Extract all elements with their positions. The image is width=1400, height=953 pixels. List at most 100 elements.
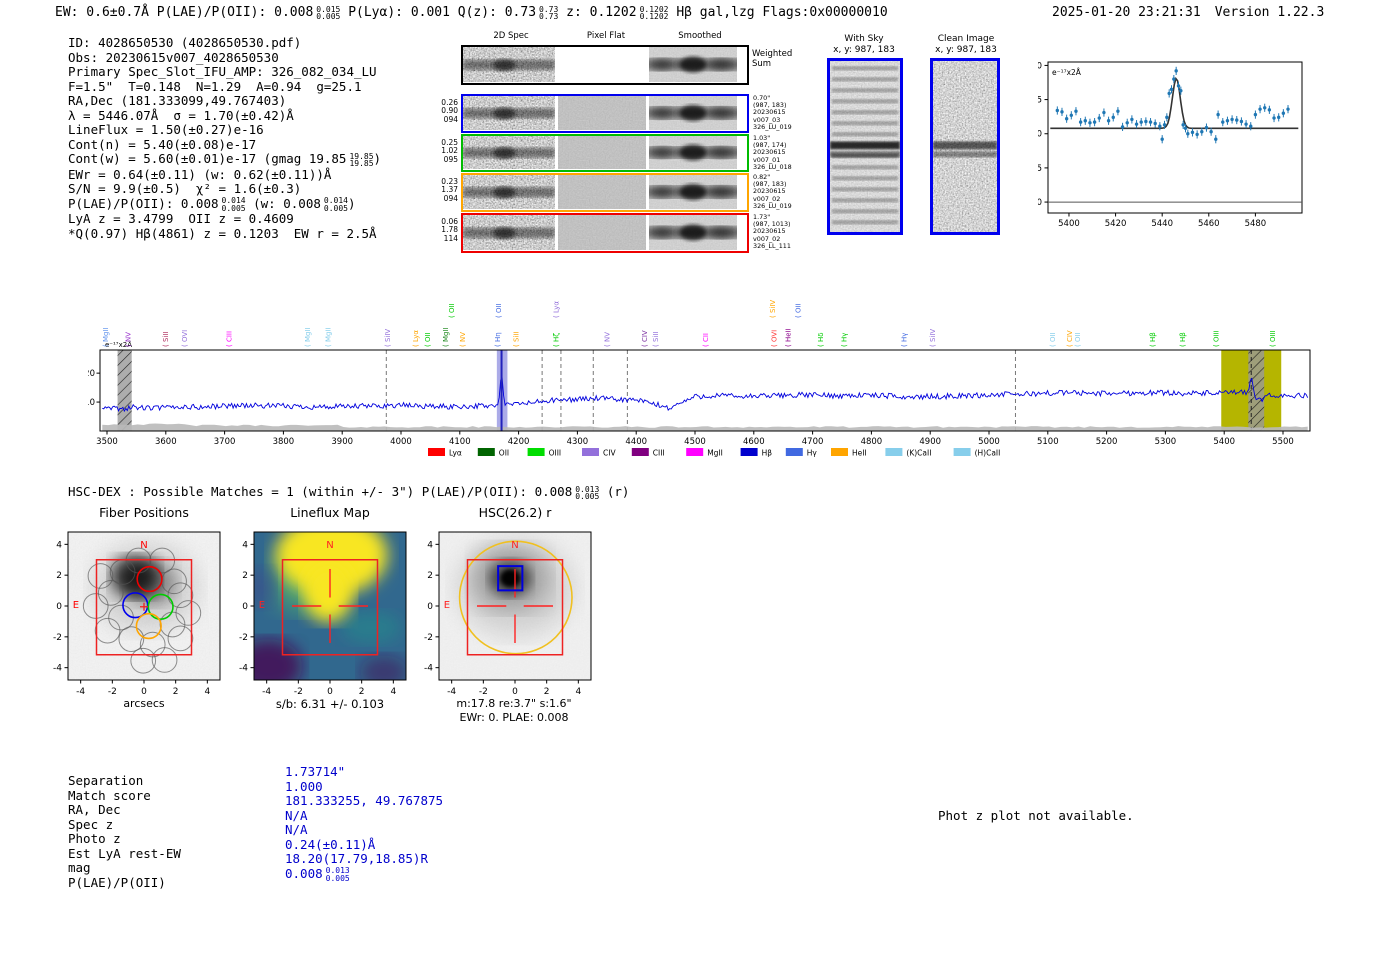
stacked-uncertainty: 0.1202 0.1202 — [639, 4, 669, 21]
svg-text:-4: -4 — [447, 687, 456, 697]
svg-text:-2: -2 — [239, 633, 248, 643]
noise-image-spec — [463, 96, 555, 130]
emission-line-label: ( Hγ — [841, 333, 849, 347]
svg-text:5000: 5000 — [978, 437, 1000, 447]
legend-label: HeII — [852, 449, 867, 458]
full-spectrum-plot: 3500 3600 3700 3800 3900 4000 4100 4200 4300 4400… — [84, 266, 1338, 470]
emission-line-label: ( NV — [459, 332, 467, 347]
emission-line-label: ( CIII — [226, 331, 234, 347]
svg-text:E: E — [73, 600, 79, 611]
noise-image-flat — [558, 215, 646, 250]
emission-line-label: ( OII — [495, 303, 503, 318]
cutout-cell — [463, 215, 555, 250]
legend-label: OII — [499, 449, 509, 458]
svg-text:4: 4 — [575, 687, 581, 697]
emission-line-label: ( OVI — [181, 330, 189, 347]
legend-swatch — [428, 448, 445, 456]
lineflux-map-panel: N E -4 -4 -2 -2 0 0 2 2 4 4 — [214, 522, 439, 704]
legend-swatch — [831, 448, 848, 456]
emission-line-label: ( SiIV — [769, 300, 777, 318]
stacked-uncertainty: 0.014 0.005 — [323, 196, 348, 213]
legend-label: (K)CaII — [906, 449, 931, 458]
cutout-left-labels: 0.23 1.37 094 — [441, 177, 458, 203]
svg-text:4: 4 — [390, 687, 396, 697]
match-row-value: N/A — [285, 807, 308, 823]
emission-line-label: ( NV — [125, 332, 133, 347]
info-line: LyA z = 3.4799 OII z = 0.4609 — [68, 211, 294, 227]
legend-label: CIV — [603, 449, 616, 458]
svg-text:10: 10 — [1038, 130, 1042, 140]
svg-text:3600: 3600 — [155, 437, 177, 447]
svg-text:5460: 5460 — [1198, 219, 1220, 229]
cutout-cell — [463, 47, 555, 82]
emission-line-label: ( OII — [448, 303, 456, 318]
svg-text:15: 15 — [1038, 96, 1042, 106]
stacked-uncertainty: 0.73 0.73 — [539, 4, 559, 21]
match-row-label: Spec z — [68, 816, 114, 832]
emission-line-label: ( MgII — [304, 327, 312, 347]
svg-text:-4: -4 — [53, 664, 62, 674]
svg-text:4: 4 — [427, 540, 433, 550]
detection-info-block: ID: 4028650530 (4028650530.pdf) Obs: 2023… — [68, 35, 381, 242]
emission-line-label: ( MgII — [102, 327, 110, 347]
cutout-left-labels: 0.26 0.90 094 — [441, 98, 458, 124]
svg-text:3500: 3500 — [96, 437, 118, 447]
stacked-uncertainty: 0.013 0.005 — [575, 484, 600, 501]
cutout-right-annotations: 1.03" (987, 174) 20230615 v007_01 326_LU_018 — [753, 134, 792, 171]
stacked-uncertainty: 0.015 0.005 — [316, 4, 341, 21]
col-header-2dspec: 2D Spec — [493, 31, 529, 41]
stacked-uncertainty: 0.013 0.005 — [325, 866, 350, 883]
full-spectrum-svg: 3500 3600 3700 3800 3900 4000 4100 4200 4300 4400… — [84, 300, 1311, 458]
cutout-cell — [558, 215, 646, 250]
legend-label: Hβ — [762, 449, 773, 458]
noise-image-smooth — [649, 136, 737, 169]
noise-image-flat — [558, 136, 646, 169]
svg-text:0: 0 — [427, 602, 433, 612]
emission-line-label: ( SiII — [513, 332, 521, 347]
legend-label: MgII — [707, 449, 723, 458]
cutout-cell — [649, 175, 737, 209]
svg-text:5: 5 — [1038, 164, 1042, 174]
svg-text:0: 0 — [1038, 198, 1042, 208]
svg-text:5300: 5300 — [1155, 437, 1177, 447]
header-timestamp-version: 2025-01-20 23:21:31 Version 1.22.3 — [1052, 5, 1324, 20]
svg-text:2: 2 — [242, 571, 248, 581]
svg-text:3900: 3900 — [331, 437, 353, 447]
cutout-cell — [558, 175, 646, 209]
svg-text:4: 4 — [56, 540, 62, 550]
withsky-svg — [827, 58, 903, 235]
lineflux-caption: s/b: 6.31 +/- 0.103 — [275, 697, 385, 711]
weighted-sum-label: Weighted Sum — [752, 49, 793, 69]
svg-text:5420: 5420 — [1105, 219, 1127, 229]
match-row-label: Match score — [68, 787, 151, 803]
emission-line-label: ( CIV — [641, 330, 649, 347]
noise-image-spec — [463, 175, 555, 209]
cutout-row-fiber-3 — [461, 173, 749, 212]
noise-image-smooth — [649, 175, 737, 209]
emission-line-label: ( SiII — [652, 332, 660, 347]
info-line: Primary Spec_Slot_IFU_AMP: 326_082_034_L… — [68, 64, 377, 80]
stacked-uncertainty: 19.85 19.85 — [349, 151, 374, 169]
svg-text:N: N — [326, 540, 333, 551]
svg-text:4400: 4400 — [625, 437, 647, 447]
emission-line-label: ( CIV — [1066, 330, 1074, 347]
info-line: Obs: 20230615v007_4028650530 — [68, 49, 279, 65]
col-header-smoothed: Smoothed — [678, 31, 722, 41]
hsc-caption-1: m:17.8 re:3.7" s:1.6" — [456, 697, 572, 710]
legend-label: CIII — [653, 449, 665, 458]
info-line: LineFlux = 1.50(±0.27)e-16 — [68, 122, 264, 138]
line-fit-zoom-plot: 5400 5420 5440 5460 5480 0 5 10 15 20 e⁻¹⁷x2Å — [1031, 55, 1338, 237]
svg-text:-4: -4 — [239, 664, 248, 674]
emission-line-label: ( OII — [424, 332, 432, 347]
hsc-cutout-svg: N E -4 -4 -2 -2 0 0 2 2 4 4 — [424, 531, 592, 697]
noise-image-smooth — [649, 215, 737, 250]
legend-swatch — [527, 448, 545, 456]
svg-text:5480: 5480 — [1245, 219, 1267, 229]
cutout-row-fiber-4 — [461, 213, 749, 253]
hsc-dex-matches-line: HSC-DEX : Possible Matches = 1 (within +… — [68, 484, 630, 501]
cutout-row-fiber-2 — [461, 134, 749, 172]
svg-text:0: 0 — [242, 602, 248, 612]
info-line: ID: 4028650530 (4028650530.pdf) — [68, 35, 302, 50]
svg-text:10: 10 — [88, 398, 95, 408]
match-row-label: P(LAE)/P(OII) — [68, 874, 166, 890]
